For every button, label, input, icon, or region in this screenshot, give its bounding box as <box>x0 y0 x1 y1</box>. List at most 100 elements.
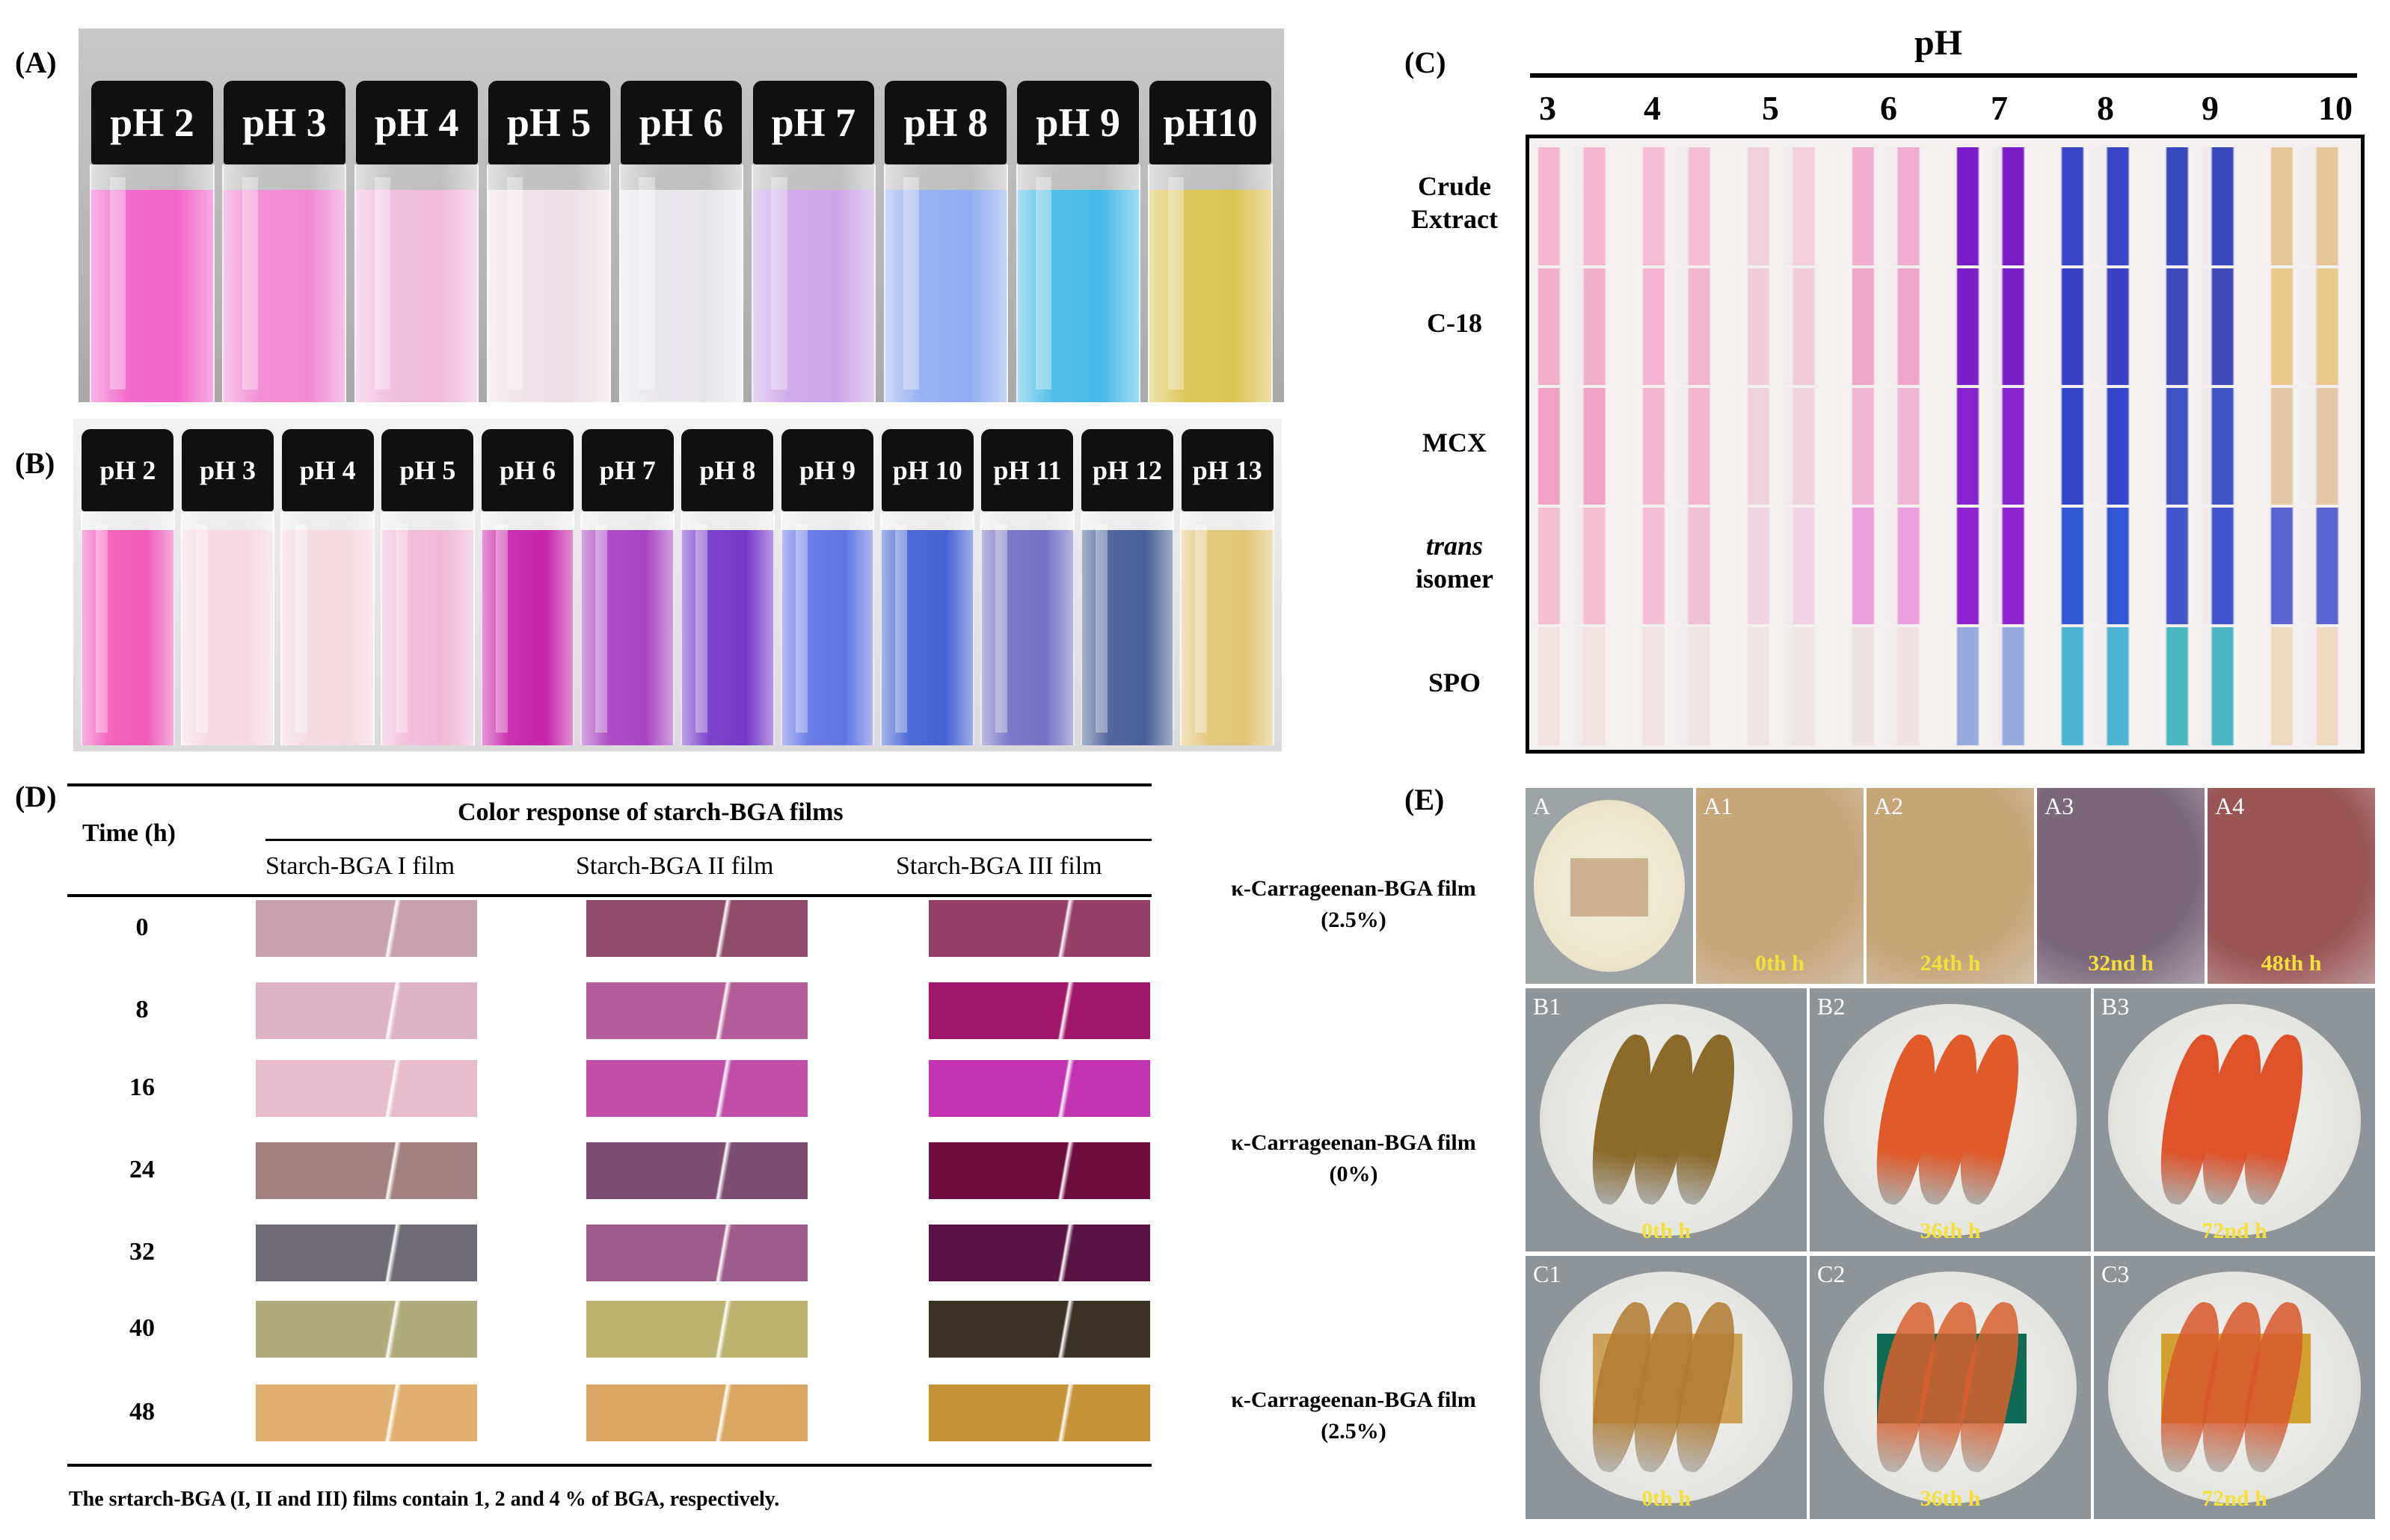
panel-a-vial-cap: pH10 <box>1149 81 1271 164</box>
panel-c-tube-pair <box>2053 147 2151 265</box>
panel-a-vial-cap: pH 3 <box>223 81 345 164</box>
panel-a-vial: pH 6 <box>615 81 748 402</box>
panel-c-row <box>1529 147 2361 265</box>
panel-a-vial: pH10 <box>1144 81 1277 402</box>
panel-a-vial-cap: pH 2 <box>91 81 213 164</box>
panel-d-time-value: 8 <box>135 996 149 1023</box>
panel-c-ph-tick-label: 8 <box>2097 89 2114 127</box>
panel-e-tile-time: 36th h <box>1920 1486 1981 1511</box>
panel-b-label: (B) <box>15 446 55 480</box>
panel-b-vial-cap: pH 11 <box>981 429 1074 511</box>
panel-e-row-label-line1: κ-Carrageenan-BGA film <box>1231 1387 1476 1412</box>
panel-a-vial-cap: pH 5 <box>488 81 610 164</box>
panel-d-time-value: 24 <box>129 1156 155 1183</box>
panel-b-vial-glass <box>381 511 475 745</box>
panel-b-vial-cap: pH 9 <box>781 429 874 511</box>
panel-e-shrimp-tile: B3 72nd h <box>2094 988 2375 1251</box>
panel-c-tube-pair <box>1529 268 1628 385</box>
panel-a-vial-glass <box>486 164 612 402</box>
panel-c-row-label-line1: Crude <box>1418 171 1491 201</box>
panel-b-vial-cap: pH 3 <box>182 429 274 511</box>
panel-e-row-label: κ-Carrageenan-BGA film (2.5%) <box>1196 1385 1511 1447</box>
panel-c-tube-pair <box>1634 508 1733 624</box>
panel-e-tile-id: C3 <box>2101 1260 2130 1287</box>
panel-c-tube-pair <box>2053 627 2151 745</box>
panel-e-tile-time: 32nd h <box>2088 951 2154 976</box>
panel-d-column-header: Starch-BGA II film <box>576 852 774 880</box>
panel-b-vial: pH 12 <box>1078 429 1178 745</box>
panel-e-shrimp-tile: B2 36th h <box>1810 988 2091 1251</box>
panel-c-row-label-line2: Extract <box>1411 204 1498 234</box>
panel-c-row-label-line1: SPO <box>1428 668 1481 697</box>
panel-b-vial: pH 13 <box>1177 429 1277 745</box>
panel-e-tile-time: 0th h <box>1641 1486 1691 1511</box>
panel-c-label: (C) <box>1404 46 1446 79</box>
panel-c-tube-pair <box>1529 147 1628 265</box>
panel-b-vial-highlight <box>1195 523 1208 733</box>
panel-d-film-swatch <box>929 1225 1150 1281</box>
panel-e-tile-time: 48th h <box>2261 951 2322 976</box>
panel-b-vial-glass <box>180 511 275 745</box>
panel-b-vial-cap: pH 2 <box>82 429 174 511</box>
panel-c-tube-pair <box>1843 388 1942 505</box>
panel-b-vial-glass <box>580 511 675 745</box>
panel-c-row <box>1529 508 2361 624</box>
panel-e-tile-time: 0th h <box>1755 951 1804 976</box>
panel-c-tube-pair <box>1948 268 2047 385</box>
panel-b-vial-highlight <box>396 523 408 733</box>
panel-e-tile-id: B2 <box>1817 993 1846 1020</box>
panel-a-vial: pH 9 <box>1012 81 1144 402</box>
panel-d-film-swatch <box>929 1301 1150 1358</box>
panel-b-vial-glass <box>681 511 775 745</box>
panel-c-tube-pair <box>2157 268 2256 385</box>
panel-c-ph-tick-label: 7 <box>1991 89 2008 127</box>
panel-b-vial-glass <box>780 511 875 745</box>
panel-b-vial-highlight <box>1095 523 1108 733</box>
panel-a-vial: pH 8 <box>879 81 1012 402</box>
panel-d-time-value: 0 <box>135 914 149 941</box>
panel-a-vial-highlight <box>1167 177 1185 389</box>
panel-a-vial-highlight <box>639 177 655 389</box>
panel-b-vial-cap: pH 13 <box>1181 429 1274 511</box>
panel-b-vial-cap: pH 6 <box>482 429 574 511</box>
panel-a-vial: pH 4 <box>351 81 483 402</box>
panel-c-tube-pair <box>1739 268 1837 385</box>
panel-b-vial: pH 9 <box>778 429 878 745</box>
panel-a-vial: pH 3 <box>218 81 351 402</box>
panel-d-main-header: Color response of starch-BGA films <box>458 798 844 826</box>
panel-d-footnote: The srtarch-BGA (I, II and III) films co… <box>69 1488 780 1511</box>
panel-a-vial: pH 2 <box>86 81 218 402</box>
panel-b-vial-highlight <box>695 523 708 733</box>
panel-c-row-label: SPO <box>1391 666 1518 699</box>
panel-d-film-swatch <box>256 900 477 957</box>
panel-c-ph-tick-label: 9 <box>2202 89 2219 127</box>
panel-e-tile-id: B3 <box>2101 993 2130 1020</box>
panel-c-tube-pair <box>1948 508 2047 624</box>
panel-c-ph-tick-label: 4 <box>1644 89 1661 127</box>
panel-a-vial-highlight <box>771 177 787 389</box>
panel-b-vial-cap: pH 12 <box>1081 429 1174 511</box>
panel-b-vial-cap: pH 5 <box>381 429 474 511</box>
panel-e-tile-time: 24th h <box>1920 951 1981 976</box>
panel-a-vial-photo: pH 2 pH 3 pH 4 pH 5 pH 6 pH 7 pH 8 pH 9 pH10 <box>79 28 1284 402</box>
panel-c-tube-pair <box>2262 388 2361 505</box>
panel-c-tube-pair <box>1634 388 1733 505</box>
panel-b-vial-highlight <box>495 523 508 733</box>
panel-d-film-swatch <box>929 1385 1150 1441</box>
panel-a-vial-cap: pH 8 <box>885 81 1007 164</box>
panel-d-label: (D) <box>15 780 57 813</box>
panel-e-film-tile: A1 0th h <box>1696 788 1864 984</box>
panel-b-vial-highlight <box>96 523 108 733</box>
panel-a-vial-cap: pH 4 <box>355 81 478 164</box>
panel-a-vial: pH 7 <box>747 81 879 402</box>
panel-e-tile-time: 36th h <box>1920 1219 1981 1243</box>
panel-e-tile-id: A3 <box>2045 792 2074 819</box>
panel-d-time-value: 32 <box>129 1238 155 1266</box>
panel-b-vial-highlight <box>195 523 208 733</box>
panel-d-time-value: 48 <box>129 1398 155 1426</box>
panel-a-vial-glass <box>1148 164 1273 402</box>
panel-c-row-label: Crude Extract <box>1391 170 1518 235</box>
panel-d-film-swatch <box>256 1301 477 1358</box>
panel-c-tube-pair <box>1739 388 1837 505</box>
